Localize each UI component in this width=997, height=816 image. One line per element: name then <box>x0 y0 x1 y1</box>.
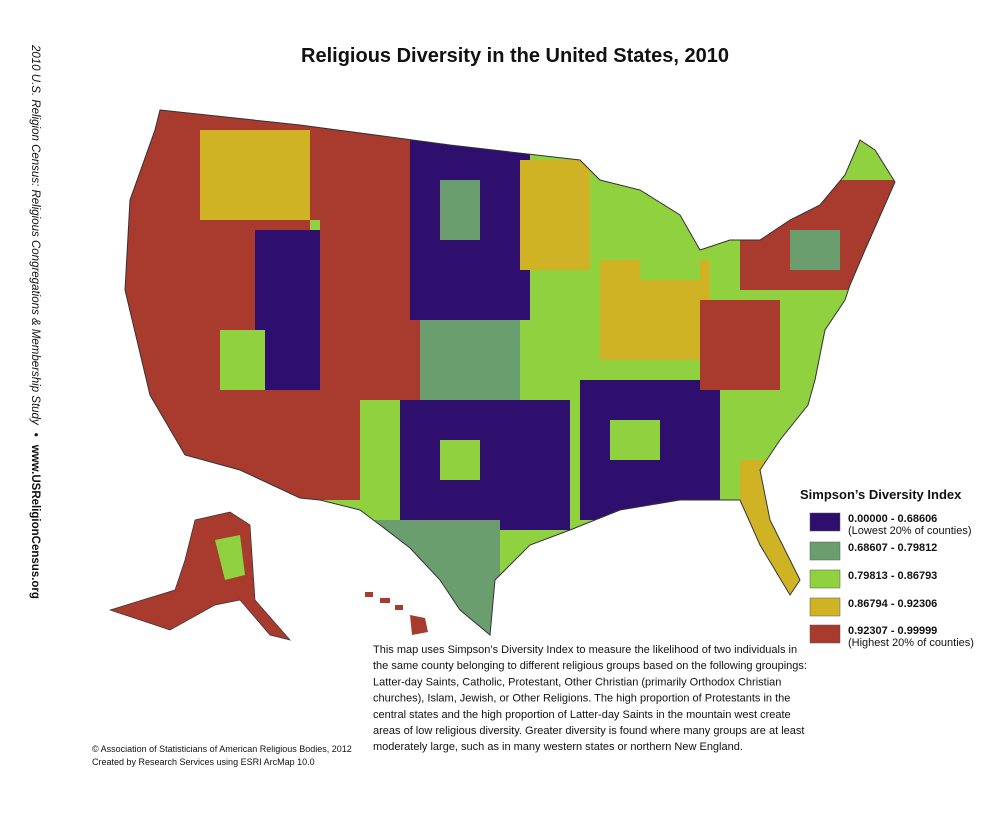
legend-label: 0.00000 - 0.68606 <box>848 513 937 525</box>
description-line: This map uses Simpson’s Diversity Index … <box>373 644 797 656</box>
alaska-region <box>215 535 245 580</box>
legend-title: Simpson’s Diversity Index <box>800 487 962 502</box>
side-separator: • <box>29 433 41 437</box>
side-url: www.USReligionCensus.org <box>29 444 41 599</box>
side-text: 2010 U.S. Religion Census: Religious Con… <box>29 44 41 599</box>
description-line: moderately large, such as in many wester… <box>373 741 743 753</box>
credit-line: © Association of Statisticians of Americ… <box>92 744 352 754</box>
title: Religious Diversity in the United States… <box>301 45 729 67</box>
description: This map uses Simpson’s Diversity Index … <box>373 644 807 753</box>
description-line: churches), Islam, Jewish, or Other Relig… <box>373 693 790 705</box>
side-study: 2010 U.S. Religion Census: Religious Con… <box>29 44 41 426</box>
legend-label: 0.86794 - 0.92306 <box>848 598 937 610</box>
legend-swatch <box>809 569 841 589</box>
description-line: central states and the high proportion o… <box>373 709 791 721</box>
legend-swatch <box>809 512 841 532</box>
alaska <box>108 511 291 641</box>
legend-note: (Lowest 20% of counties) <box>848 525 972 537</box>
legend-label: 0.79813 - 0.86793 <box>848 570 937 582</box>
credits: © Association of Statisticians of Americ… <box>92 744 352 767</box>
mainland-outline <box>124 109 896 636</box>
legend-swatch <box>809 541 841 561</box>
hawaii <box>365 592 428 635</box>
legend-note: (Highest 20% of counties) <box>848 637 974 649</box>
description-line: the same county belonging to different r… <box>373 660 807 672</box>
description-line: Latter-day Saints, Catholic, Protestant,… <box>373 676 781 688</box>
legend: 0.00000 - 0.68606(Lowest 20% of counties… <box>809 512 974 649</box>
legend-label: 0.92307 - 0.99999 <box>848 625 937 637</box>
legend-swatch <box>809 597 841 617</box>
legend-swatch <box>809 624 841 644</box>
description-line: areas of low religious diversity. Greate… <box>373 725 804 737</box>
credit-line: Created by Research Services using ESRI … <box>92 757 315 767</box>
legend-label: 0.68607 - 0.79812 <box>848 542 937 554</box>
